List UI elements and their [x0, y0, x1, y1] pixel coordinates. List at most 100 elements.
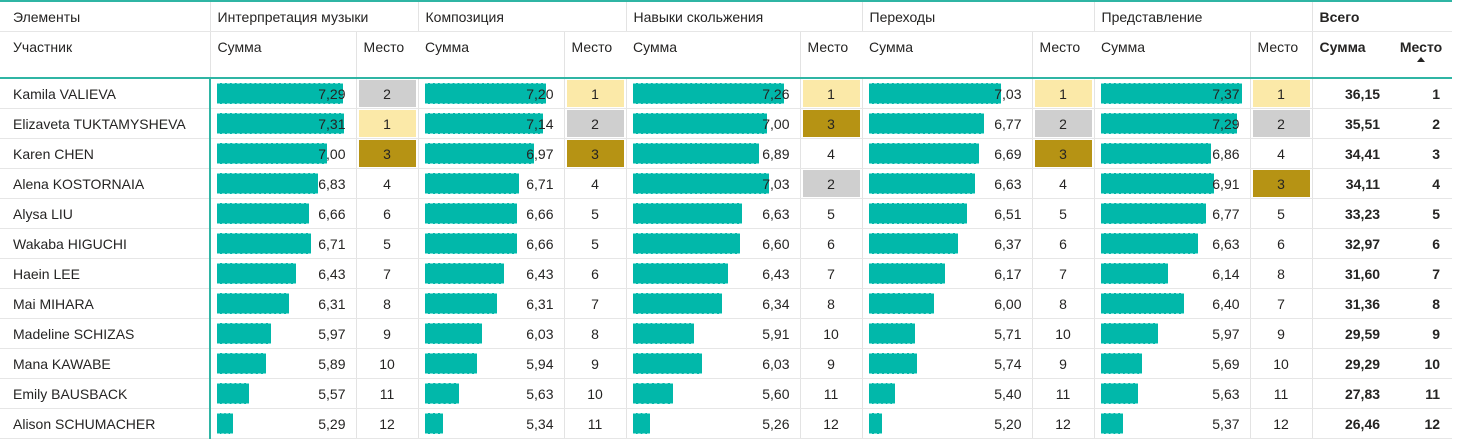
sum-cell: 7,37 [1094, 78, 1251, 109]
sum-value: 6,71 [526, 175, 554, 192]
table-row[interactable]: Wakaba HIGUCHI 6,71 5 6,66 5 6,60 6 6,37 6 6,63 6 3… [0, 228, 1453, 259]
table-row[interactable]: Alysa LIU 6,66 6 6,66 5 6,63 5 6,51 5 6,77 5 33,23 5 [0, 198, 1453, 229]
sum-value: 5,63 [1212, 385, 1240, 402]
sum-value: 6,40 [1212, 295, 1240, 312]
total-place-header-label: Место [1399, 39, 1443, 55]
data-bar-track: 5,91 [632, 323, 794, 344]
place-header[interactable]: Место [799, 31, 862, 79]
data-bar [868, 113, 985, 134]
data-bar-track: 5,74 [868, 353, 1026, 374]
sum-cell: 6,51 [862, 198, 1032, 229]
place-value: 10 [1273, 355, 1289, 372]
table-row[interactable]: Emily BAUSBACK 5,57 11 5,63 10 5,60 11 5,40 11 5,… [0, 378, 1453, 409]
sum-value: 5,57 [318, 385, 346, 402]
place-cell: 11 [1031, 378, 1095, 409]
place-cell: 6 [799, 228, 863, 259]
data-bar [217, 113, 345, 134]
sum-cell: 7,29 [210, 78, 356, 109]
sum-header[interactable]: Сумма [626, 31, 800, 79]
place-cell: 11 [563, 408, 627, 439]
place-header[interactable]: Место [1031, 31, 1095, 79]
data-bar-track: 7,31 [217, 113, 350, 134]
total-place-header[interactable]: Место [1390, 31, 1453, 79]
participant-name: Alysa LIU [0, 198, 211, 229]
data-bar-track: 5,69 [1100, 353, 1244, 374]
sum-value: 6,43 [318, 265, 346, 282]
data-bar-track: 6,60 [632, 233, 794, 254]
sum-cell: 6,14 [1094, 258, 1251, 289]
group-header-transitions[interactable]: Переходы [861, 0, 1095, 32]
sum-cell: 5,91 [626, 318, 800, 349]
sum-header[interactable]: Сумма [862, 31, 1032, 79]
data-bar-track: 5,71 [868, 323, 1026, 344]
table-row[interactable]: Kamila VALIEVA 7,29 2 7,20 1 7,26 1 7,03 1 7,37 1 3… [0, 78, 1453, 109]
sum-value: 6,51 [994, 205, 1022, 222]
table-row[interactable]: Elizaveta TUKTAMYSHEVA 7,31 1 7,14 2 7,00 3 6,7… [0, 108, 1453, 139]
sum-cell: 6,77 [1094, 198, 1251, 229]
place-cell: 5 [1249, 198, 1313, 229]
data-bar [868, 233, 959, 254]
data-bar-track: 5,60 [632, 383, 794, 404]
sum-cell: 6,43 [210, 258, 356, 289]
data-bar-track: 7,14 [424, 113, 558, 134]
place-value: 3 [802, 110, 860, 137]
place-value: 12 [823, 415, 839, 432]
data-bar-track: 6,66 [424, 233, 558, 254]
sum-value: 5,26 [762, 415, 790, 432]
place-value: 8 [1277, 265, 1285, 282]
data-bar-track: 5,57 [217, 383, 350, 404]
place-cell: 6 [1031, 228, 1095, 259]
data-bar [632, 83, 785, 104]
data-bar-track: 6,77 [868, 113, 1026, 134]
place-value: 11 [587, 415, 603, 432]
data-bar [1100, 203, 1206, 224]
table-row[interactable]: Haein LEE 6,43 7 6,43 6 6,43 7 6,17 7 6,14 8 31,60 7 [0, 258, 1453, 289]
sum-value: 6,60 [762, 235, 790, 252]
table-row[interactable]: Alison SCHUMACHER 5,29 12 5,34 11 5,26 12 5,20 1… [0, 408, 1453, 439]
data-bar [1100, 263, 1169, 284]
participant-header[interactable]: Участник [0, 31, 210, 79]
place-value: 1 [358, 110, 416, 137]
place-cell: 9 [563, 348, 627, 379]
sum-cell: 6,60 [626, 228, 800, 259]
place-value: 7 [827, 265, 835, 282]
data-bar [868, 263, 945, 284]
place-header[interactable]: Место [355, 31, 418, 79]
sum-header[interactable]: Сумма [1094, 31, 1251, 79]
table-row[interactable]: Alena KOSTORNAIA 6,83 4 6,71 4 7,03 2 6,63 4 6,91… [0, 168, 1453, 199]
data-bar [632, 353, 702, 374]
place-cell: 9 [1031, 348, 1095, 379]
place-value: 11 [379, 385, 395, 402]
sum-value: 5,34 [526, 415, 554, 432]
place-value: 5 [591, 235, 599, 252]
place-cell: 11 [355, 378, 419, 409]
group-header-music[interactable]: Интерпретация музыки [209, 0, 418, 32]
table-row[interactable]: Mai MIHARA 6,31 8 6,31 7 6,34 8 6,00 8 6,40 7 31,36… [0, 288, 1453, 319]
total-sum-header[interactable]: Сумма [1311, 31, 1391, 79]
group-header-skating-skills[interactable]: Навыки скольжения [625, 0, 862, 32]
place-value: 4 [591, 175, 599, 192]
data-bar-track: 6,89 [632, 143, 794, 164]
group-header-presentation[interactable]: Представление [1093, 0, 1313, 32]
place-header[interactable]: Место [1249, 31, 1313, 79]
table-row[interactable]: Karen CHEN 7,00 3 6,97 3 6,89 4 6,69 3 6,86 4 34,41… [0, 138, 1453, 169]
sum-cell: 6,86 [1094, 138, 1251, 169]
data-bar [632, 263, 729, 284]
sum-value: 7,03 [762, 175, 790, 192]
place-cell: 4 [1031, 168, 1095, 199]
place-header[interactable]: Место [563, 31, 626, 79]
table-row[interactable]: Madeline SCHIZAS 5,97 9 6,03 8 5,91 10 5,71 10 5,… [0, 318, 1453, 349]
table-row[interactable]: Mana KAWABE 5,89 10 5,94 9 6,03 9 5,74 9 5,69 10 29… [0, 348, 1453, 379]
data-bar [1100, 353, 1142, 374]
data-bar-track: 5,97 [1100, 323, 1244, 344]
place-value: 7 [591, 295, 599, 312]
group-header-total[interactable]: Всего [1311, 0, 1453, 32]
group-header-composition[interactable]: Композиция [417, 0, 626, 32]
place-cell: 8 [1031, 288, 1095, 319]
sum-header[interactable]: Сумма [209, 31, 356, 79]
data-bar [424, 383, 460, 404]
sum-cell: 6,63 [862, 168, 1032, 199]
sum-header[interactable]: Сумма [418, 31, 564, 79]
